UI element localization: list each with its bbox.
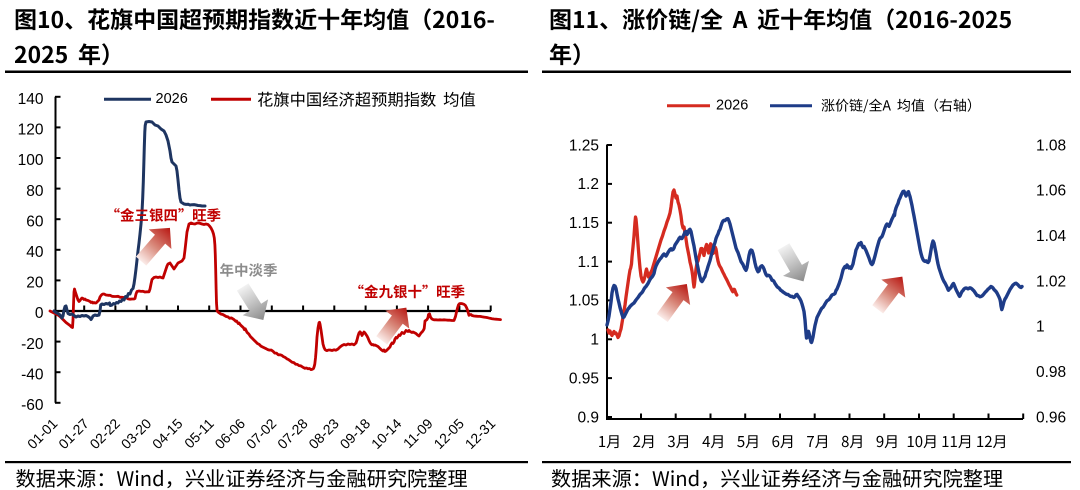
svg-text:0.95: 0.95 xyxy=(569,370,599,387)
svg-text:1.15: 1.15 xyxy=(569,215,599,232)
svg-text:80: 80 xyxy=(26,183,44,200)
svg-text:0.9: 0.9 xyxy=(577,409,599,426)
svg-text:08-23: 08-23 xyxy=(305,415,342,452)
svg-text:1: 1 xyxy=(590,332,599,349)
svg-text:2026: 2026 xyxy=(716,98,748,114)
svg-text:1.08: 1.08 xyxy=(1036,137,1066,154)
svg-text:0.98: 0.98 xyxy=(1036,364,1066,381)
svg-text:05-11: 05-11 xyxy=(181,415,217,451)
svg-text:11-09: 11-09 xyxy=(400,415,436,451)
svg-text:40: 40 xyxy=(26,244,44,261)
svg-text:1.1: 1.1 xyxy=(577,254,599,271)
svg-text:60: 60 xyxy=(26,213,44,230)
svg-text:140: 140 xyxy=(18,91,44,108)
svg-text:0: 0 xyxy=(35,305,44,322)
svg-text:-40: -40 xyxy=(21,366,44,383)
svg-text:12-05: 12-05 xyxy=(430,415,467,452)
svg-text:1.2: 1.2 xyxy=(577,176,599,193)
svg-text:02-22: 02-22 xyxy=(86,415,123,452)
svg-text:01-27: 01-27 xyxy=(55,415,92,452)
svg-text:1.05: 1.05 xyxy=(569,293,599,310)
svg-text:120: 120 xyxy=(18,122,44,139)
svg-text:10-14: 10-14 xyxy=(368,415,405,452)
svg-text:07-02: 07-02 xyxy=(243,415,280,452)
svg-text:1.02: 1.02 xyxy=(1036,273,1066,290)
svg-text:06-06: 06-06 xyxy=(211,415,248,452)
svg-text:09-18: 09-18 xyxy=(337,415,374,452)
svg-text:07-28: 07-28 xyxy=(274,415,311,452)
svg-text:1.04: 1.04 xyxy=(1036,228,1067,245)
svg-text:03-20: 03-20 xyxy=(118,415,155,452)
svg-text:12-31: 12-31 xyxy=(462,415,499,452)
svg-text:-60: -60 xyxy=(21,397,44,414)
svg-text:20: 20 xyxy=(26,275,44,292)
svg-text:1: 1 xyxy=(1036,319,1045,336)
svg-text:1.06: 1.06 xyxy=(1036,183,1066,200)
svg-text:100: 100 xyxy=(18,152,44,169)
svg-text:1.25: 1.25 xyxy=(569,137,599,154)
svg-text:2026: 2026 xyxy=(156,91,188,107)
svg-text:04-15: 04-15 xyxy=(149,415,186,452)
svg-text:0.96: 0.96 xyxy=(1036,409,1066,426)
svg-text:-20: -20 xyxy=(21,336,44,353)
svg-text:01-01: 01-01 xyxy=(24,415,61,452)
